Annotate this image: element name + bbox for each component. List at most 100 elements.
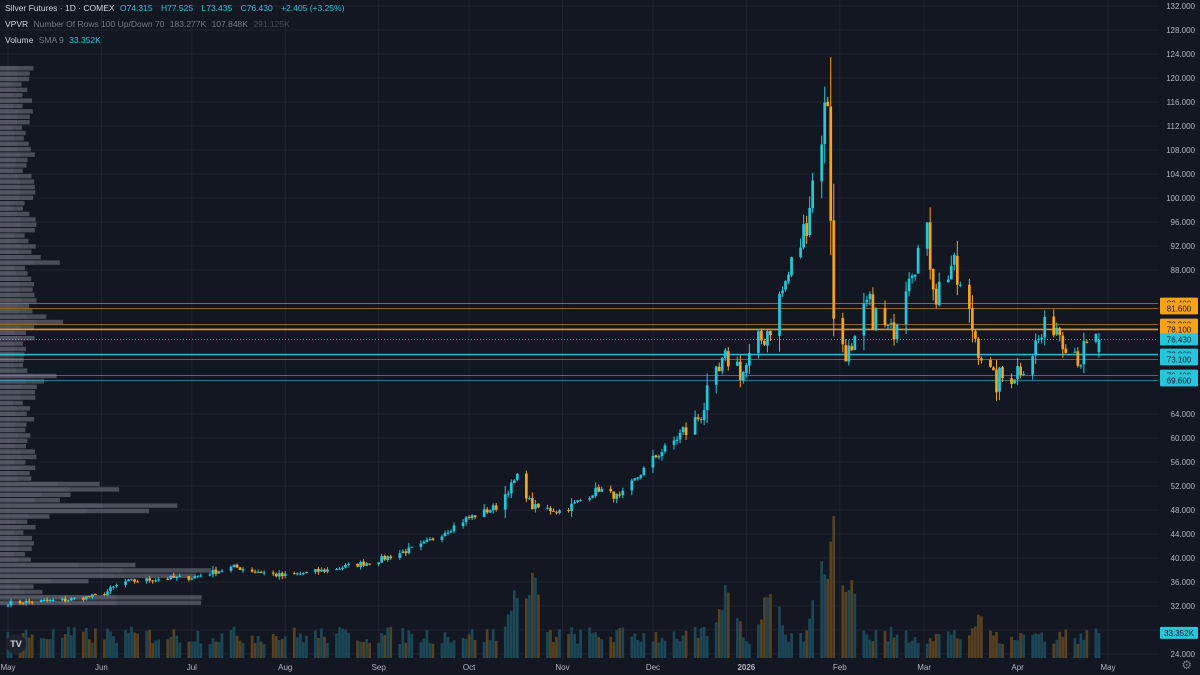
volume-profile-row-up	[0, 373, 33, 379]
volume-profile-row-up	[0, 271, 16, 276]
volume-profile-row-up	[0, 260, 35, 265]
volume-bar	[726, 592, 730, 658]
volume-profile-row	[0, 449, 35, 454]
tradingview-logo-icon[interactable]: TV	[6, 634, 26, 654]
volume-bar	[172, 629, 176, 658]
volume-bar	[546, 631, 549, 658]
volume-profile-row	[0, 368, 28, 373]
volume-bar	[826, 578, 830, 658]
volume-profile-row-up	[0, 244, 21, 249]
volume-bar	[642, 632, 646, 658]
volume-bar	[1022, 634, 1025, 658]
volume-profile-row-up	[0, 444, 16, 449]
price-tick-label: 132.000	[1166, 2, 1195, 11]
volume-bar	[151, 643, 155, 658]
volume-profile-row-up	[0, 287, 19, 292]
volume-profile-row-up	[0, 503, 103, 508]
candle-body	[579, 500, 582, 502]
volume-profile-row	[0, 471, 30, 476]
volume-profile-row	[0, 454, 37, 460]
price-candles[interactable]	[6, 57, 1101, 608]
volume-bar	[889, 626, 893, 658]
volume-profile-row	[0, 411, 27, 416]
candle-body	[1079, 365, 1083, 367]
time-axis[interactable]: May Jun Jul Aug Sep Oct Nov Dec 2026 Feb Mar Apr May	[0, 660, 1200, 675]
volume-bar	[69, 635, 73, 658]
price-tick-label: 96.000	[1171, 218, 1196, 227]
candle-body	[615, 493, 619, 499]
candle-body	[127, 579, 130, 582]
price-level-tag: 69.600	[1167, 376, 1192, 385]
candle-body	[853, 336, 857, 351]
candle-body	[6, 605, 10, 607]
volume-bar	[808, 618, 811, 658]
candle-body	[720, 357, 724, 372]
volume-bar	[931, 641, 935, 658]
volume-profile-row-up	[0, 384, 22, 389]
volume-bar	[280, 639, 284, 658]
volume-profile-row	[0, 265, 26, 271]
candle-body	[356, 563, 359, 567]
candle-body	[787, 274, 790, 282]
volume-bar	[865, 634, 869, 658]
volume-bar	[196, 631, 200, 658]
volume-bar	[199, 643, 203, 658]
volume-profile-row	[0, 465, 36, 470]
volume-profile-row-up	[0, 525, 21, 530]
symbol-legend[interactable]: Silver Futures · 1D · COMEX O74.315 H77.…	[5, 3, 347, 14]
volume-profile-row-up	[0, 514, 29, 519]
volume-profile-row-up	[0, 141, 17, 146]
vpvr-legend[interactable]: VPVR Number Of Rows 100 Up/Down 70 183.2…	[5, 19, 293, 30]
volume-bar	[42, 638, 46, 658]
volume-bar	[45, 639, 49, 658]
candle-body	[1097, 339, 1101, 353]
candle-body	[1037, 339, 1041, 341]
volume-profile-row	[0, 562, 136, 568]
volume-last-tag: 33.352K	[1164, 629, 1194, 638]
gear-icon[interactable]: ⚙	[1181, 658, 1192, 672]
price-tick-label: 56.000	[1171, 458, 1196, 467]
volume-bar	[958, 639, 962, 658]
volume-profile-row	[0, 93, 23, 98]
candle-body	[820, 144, 824, 182]
volume-bar	[693, 627, 697, 658]
candle-body	[452, 525, 456, 532]
symbol-title[interactable]: Silver Futures · 1D · COMEX	[5, 3, 115, 13]
volume-bar	[217, 641, 221, 658]
candle-body	[335, 569, 338, 571]
volume-profile-row-up	[0, 66, 20, 71]
volume-bar	[787, 641, 790, 658]
volume-profile-row	[0, 157, 28, 163]
volume-bar	[112, 636, 115, 658]
volume-profile-row	[0, 460, 26, 465]
volume-profile-row-up	[0, 82, 13, 87]
candle-body	[88, 595, 91, 597]
candle-body	[30, 601, 34, 603]
volume-bar	[594, 632, 598, 658]
volume-bar	[738, 621, 742, 658]
candle-body	[232, 564, 236, 568]
volume-bar	[811, 600, 815, 658]
volume-bar	[790, 633, 793, 658]
volume-profile-row	[0, 309, 33, 314]
price-axis-tags: 82.40081.60078.90078.10073.90073.10070.4…	[1160, 297, 1198, 639]
volume-tag-box	[1160, 626, 1198, 639]
candle-body	[874, 308, 878, 331]
candle-body	[85, 596, 88, 600]
volume-profile-row-up	[0, 481, 58, 487]
volume-bar	[253, 642, 257, 658]
volume-legend[interactable]: Volume SMA 9 33.352K	[5, 35, 104, 46]
candle-body	[1058, 328, 1062, 336]
volume-profile-row	[0, 282, 35, 287]
volume-profile-row	[0, 384, 37, 389]
volume-profile-row	[0, 298, 37, 303]
volume-profile-row	[0, 330, 26, 335]
volume-bar	[187, 641, 191, 658]
price-level-tag: 78.100	[1167, 325, 1192, 334]
candle-body	[368, 563, 371, 565]
candle-body	[443, 533, 447, 537]
candle-body	[723, 350, 727, 359]
time-tick-label: Sep	[372, 663, 387, 672]
volume-profile-row	[0, 438, 28, 443]
